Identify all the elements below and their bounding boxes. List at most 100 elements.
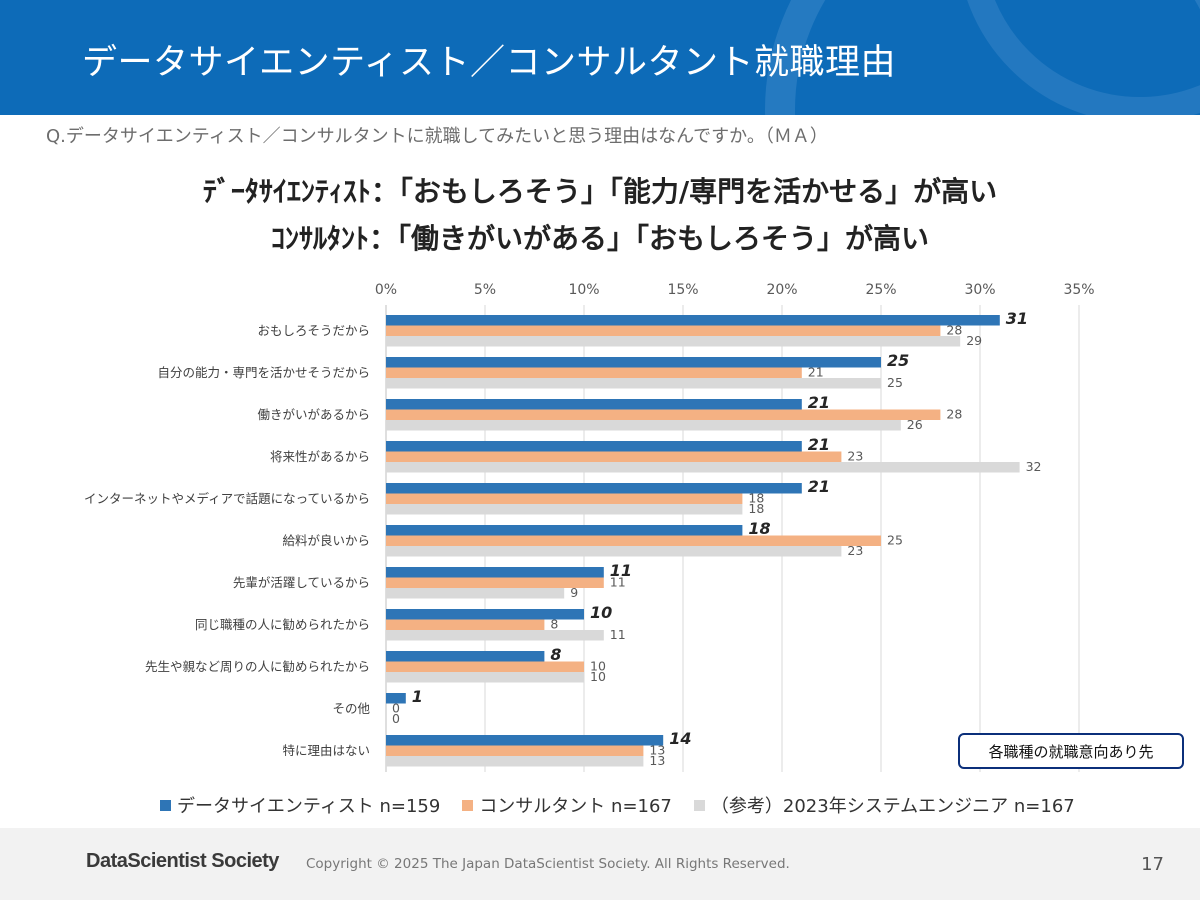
data-label: 25: [887, 351, 909, 370]
data-label: 21: [808, 393, 830, 412]
page-title: データサイエンティスト／コンサルタント就職理由: [82, 43, 897, 83]
data-label: 10: [590, 669, 606, 684]
headline-line-2: ｺﾝｻﾙﾀﾝﾄ：「働きがいがある」「おもしろそう」が高い: [270, 222, 929, 255]
legend-item: データサイエンティスト n=159: [160, 792, 440, 818]
bar-ds: [386, 399, 802, 410]
x-tick-label: 30%: [964, 282, 995, 298]
data-label: 31: [1006, 309, 1028, 328]
bar-ds: [386, 483, 802, 494]
category-label: 特に理由はない: [282, 743, 370, 758]
footer-logo: DataScientist Society: [86, 850, 279, 872]
x-tick-label: 15%: [667, 282, 698, 298]
category-label: インターネットやメディアで話題になっているから: [84, 491, 370, 506]
data-label: 23: [847, 449, 863, 464]
category-label: 同じ職種の人に勧められたから: [195, 617, 370, 632]
legend-label: （参考）2023年システムエンジニア n=167: [710, 796, 1075, 817]
category-label: 給料が良いから: [282, 533, 370, 548]
data-label: 1: [412, 687, 423, 706]
question-text: Q.データサイエンティスト／コンサルタントに就職してみたいと思う理由はなんですか…: [46, 126, 828, 147]
category-label: 先輩が活躍しているから: [233, 575, 370, 590]
bar-engineer: [386, 630, 604, 641]
bar-ds: [386, 735, 664, 746]
footer: DataScientist Society Copyright © 2025 T…: [0, 828, 1200, 900]
category-label: その他: [332, 701, 370, 716]
data-label: 21: [808, 477, 830, 496]
category-label: 自分の能力・専門を活かせそうだから: [157, 365, 370, 380]
footer-copyright: Copyright © 2025 The Japan DataScientist…: [306, 856, 790, 872]
data-label: 14: [669, 729, 691, 748]
data-label: 11: [610, 627, 626, 642]
bar-chart: 0% 5% 10% 15% 20% 25% 30% 35% おもしろそうだから 31 28 29 自分の…: [84, 282, 1095, 772]
headline-line-1: ﾃﾞｰﾀｻｲｴﾝﾃｨｽﾄ：「おもしろそう」「能力/専門を活かせる」が高い: [202, 175, 998, 208]
bar-ds: [386, 651, 545, 662]
bar-engineer: [386, 462, 1020, 473]
bar-engineer: [386, 336, 961, 347]
data-label: 21: [808, 365, 824, 380]
data-label: 0: [392, 711, 400, 726]
data-label: 10: [590, 659, 606, 674]
legend-swatch: [160, 799, 171, 811]
page-number: 17: [1141, 854, 1164, 875]
bar-ds: [386, 441, 802, 452]
data-label: 25: [887, 375, 903, 390]
legend-item: コンサルタント n=167: [462, 792, 672, 818]
header-decoration: [765, 0, 1200, 115]
legend-swatch: [462, 799, 474, 811]
bar-engineer: [386, 420, 901, 431]
category-label: 働きがいがあるから: [257, 407, 370, 422]
bar-consultant: [386, 325, 941, 336]
bar-engineer: [386, 756, 644, 767]
data-label: 29: [966, 333, 982, 348]
data-label: 26: [907, 417, 923, 432]
bar-engineer: [386, 546, 842, 557]
x-tick-label: 25%: [865, 282, 896, 298]
data-label: 0: [392, 701, 400, 716]
legend-item: （参考）2023年システムエンジニア n=167: [693, 792, 1075, 818]
bar-ds: [386, 525, 743, 536]
bar-engineer: [386, 504, 743, 515]
legend-label: コンサルタント n=167: [479, 796, 672, 817]
legend-swatch: [693, 799, 705, 811]
bar-ds: [386, 315, 1000, 326]
x-tick-label: 0%: [375, 282, 397, 298]
data-label: 18: [748, 491, 764, 506]
bar-consultant: [386, 661, 584, 672]
category-label: 先生や親など周りの人に勧められたから: [145, 659, 370, 674]
data-label: 32: [1026, 459, 1042, 474]
x-tick-label: 10%: [568, 282, 599, 298]
bar-ds: [386, 609, 584, 620]
chart-legend: データサイエンティスト n=159 コンサルタント n=167 （参考）2023年シ…: [160, 792, 1075, 818]
bar-engineer: [386, 588, 565, 599]
bar-consultant: [386, 577, 604, 588]
data-label: 13: [649, 743, 665, 758]
bar-consultant: [386, 367, 802, 378]
x-tick-label: 20%: [766, 282, 797, 298]
data-label: 28: [946, 407, 962, 422]
data-label: 25: [887, 533, 903, 548]
legend-label: データサイエンティスト n=159: [177, 796, 441, 817]
data-label: 18: [748, 519, 770, 538]
category-label: 将来性があるから: [270, 449, 370, 464]
bar-consultant: [386, 409, 941, 420]
header-bar: データサイエンティスト／コンサルタント就職理由: [0, 0, 1200, 115]
note-box: 各職種の就職意向あり先: [958, 733, 1184, 769]
data-label: 28: [946, 323, 962, 338]
bar-engineer: [386, 378, 881, 389]
x-tick-label: 35%: [1063, 282, 1094, 298]
data-label: 18: [748, 501, 764, 516]
bar-consultant: [386, 493, 743, 504]
data-label: 9: [570, 585, 578, 600]
bar-consultant: [386, 745, 644, 756]
data-label: 21: [808, 435, 830, 454]
data-label: 8: [550, 617, 558, 632]
x-tick-label: 5%: [474, 282, 496, 298]
bar-consultant: [386, 535, 881, 546]
data-label: 23: [847, 543, 863, 558]
category-label: おもしろそうだから: [257, 323, 370, 338]
data-label: 11: [610, 575, 626, 590]
bar-consultant: [386, 451, 842, 462]
data-label: 11: [610, 561, 632, 580]
data-label: 8: [550, 645, 561, 664]
bar-ds: [386, 357, 881, 368]
bar-ds: [386, 693, 406, 704]
